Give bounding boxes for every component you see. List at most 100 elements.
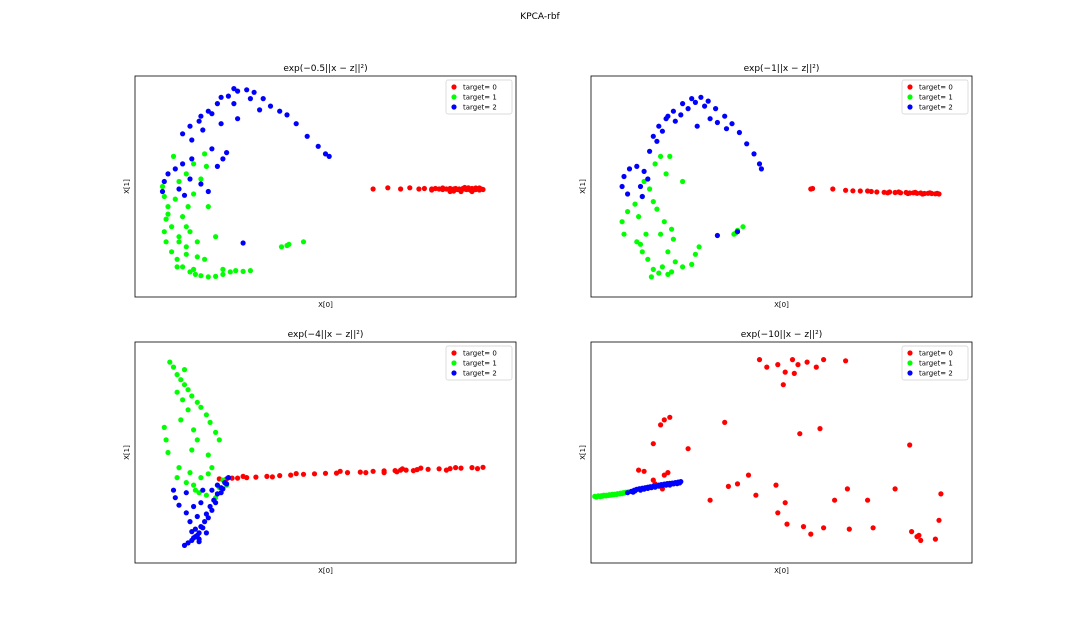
scatter-point <box>810 185 816 192</box>
legend-box <box>901 79 969 115</box>
scatter-point <box>702 103 708 109</box>
scatter-point <box>300 239 307 245</box>
scatter-point <box>189 393 195 399</box>
scatter-point <box>625 191 631 197</box>
series-1 <box>619 153 746 280</box>
series-0 <box>216 464 486 482</box>
scatter-point <box>181 367 188 373</box>
scatter-point <box>174 475 180 481</box>
series-1 <box>592 489 632 500</box>
scatter-point <box>756 357 763 363</box>
scatter-point <box>260 96 266 102</box>
scatter-point <box>240 240 246 246</box>
subplot-title: exp(−0.5||x − z||²) <box>283 64 367 74</box>
scatter-point <box>663 482 669 488</box>
scatter-point <box>821 525 827 531</box>
scatter-point <box>407 185 413 191</box>
scatter-point <box>181 192 188 198</box>
scatter-point <box>198 273 204 279</box>
scatter-point <box>865 497 871 503</box>
series-2 <box>625 479 684 496</box>
scatter-point <box>821 357 827 363</box>
scatter-point <box>183 171 189 177</box>
scatter-point <box>209 146 215 152</box>
scatter-point <box>267 103 274 109</box>
scatter-point <box>264 473 270 479</box>
scatter-point <box>458 188 464 195</box>
scatter-point <box>753 492 759 498</box>
scatter-point <box>714 232 721 239</box>
scatter-point <box>694 123 700 129</box>
scatter-point <box>713 106 719 112</box>
scatter-point <box>205 452 211 458</box>
scatter-point <box>381 470 387 476</box>
legend-entry: target= 0 <box>463 84 497 92</box>
scatter-point <box>896 189 902 195</box>
scatter-point <box>240 268 246 274</box>
scatter-point <box>189 156 195 162</box>
legend-marker <box>907 94 913 100</box>
scatter-point <box>220 156 226 162</box>
scatter-point <box>639 249 645 255</box>
subplot-3: exp(−4||x − z||²)X[0]X[1]target= 0target… <box>123 330 517 575</box>
legend-marker <box>451 350 457 356</box>
scatter-point <box>165 171 171 177</box>
scatter-point <box>214 482 220 488</box>
scatter-point <box>907 442 913 448</box>
scatter-point <box>843 358 849 364</box>
scatter-point <box>161 193 167 200</box>
scatter-point <box>194 399 200 405</box>
scatter-point <box>293 471 299 477</box>
scatter-point <box>163 239 169 245</box>
plot-frame <box>590 341 973 564</box>
scatter-point <box>205 515 211 521</box>
scatter-point <box>180 397 186 403</box>
scatter-point <box>233 268 239 274</box>
scatter-point <box>194 239 200 245</box>
scatter-point <box>165 449 171 456</box>
scatter-point <box>641 468 647 474</box>
scatter-point <box>707 497 713 503</box>
scatter-point <box>202 519 208 525</box>
scatter-point <box>795 362 801 368</box>
scatter-point <box>650 199 656 205</box>
scatter-point <box>172 495 178 501</box>
scatter-point <box>696 244 702 250</box>
scatter-point <box>170 364 177 370</box>
scatter-point <box>191 427 197 433</box>
scatter-point <box>647 148 653 154</box>
series-2 <box>159 86 332 246</box>
scatter-point <box>458 465 464 471</box>
scatter-point <box>196 118 202 124</box>
scatter-point <box>480 464 486 470</box>
scatter-point <box>773 482 779 488</box>
scatter-point <box>196 539 202 545</box>
scatter-point <box>174 389 180 395</box>
scatter-point <box>176 465 182 471</box>
scatter-point <box>665 271 671 277</box>
scatter-point <box>870 525 876 531</box>
scatter-point <box>213 273 219 279</box>
scatter-point <box>161 424 167 430</box>
scatter-point <box>637 183 644 190</box>
scatter-point <box>421 185 427 192</box>
scatter-point <box>416 186 422 192</box>
scatter-point <box>782 369 788 375</box>
legend: target= 0 target= 1 target= 2 <box>445 79 513 115</box>
scatter-point <box>370 468 376 474</box>
scatter-point <box>714 119 721 126</box>
scatter-point <box>832 497 838 503</box>
plot-frame <box>134 341 517 564</box>
scatter-point <box>865 188 871 194</box>
scatter-point <box>736 129 743 136</box>
subplot-1: exp(−0.5||x − z||²)X[0]X[1]target= 0targ… <box>123 64 517 309</box>
scatter-point <box>231 86 237 92</box>
scatter-point <box>183 224 189 230</box>
scatter-point <box>398 186 404 192</box>
scatter-point <box>636 214 642 220</box>
scatter-point <box>593 494 600 500</box>
scatter-point <box>161 178 167 185</box>
scatter-point <box>191 535 197 541</box>
scatter-point <box>680 101 686 107</box>
